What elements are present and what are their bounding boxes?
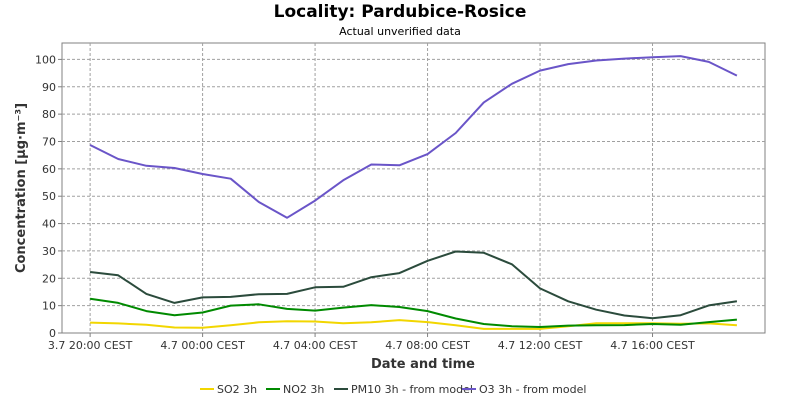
x-tick-label: 4.7 04:00 CEST	[273, 339, 358, 352]
series-lines	[89, 55, 738, 330]
y-tick-label: 10	[42, 300, 56, 313]
x-gridlines	[89, 43, 654, 333]
y-tick-label: 40	[42, 218, 56, 231]
legend-item: PM10 3h - from model	[334, 383, 473, 396]
legend-label: O3 3h - from model	[479, 383, 586, 396]
legend-item: NO2 3h	[266, 383, 324, 396]
series-line-1	[90, 319, 737, 330]
legend-item: O3 3h - from model	[462, 383, 586, 396]
series-line-2	[89, 297, 737, 328]
y-tick-label: 80	[42, 108, 56, 121]
y-tick-label: 20	[42, 272, 56, 285]
y-tick-label: 90	[42, 81, 56, 94]
y-tick-label: 100	[35, 53, 56, 66]
series-line-3	[89, 250, 738, 320]
y-tick-label: 50	[42, 190, 56, 203]
legend-label: NO2 3h	[283, 383, 324, 396]
legend: SO2 3h NO2 3h PM10 3h - from model O3 3h - …	[200, 383, 586, 396]
legend-label: PM10 3h - from model	[351, 383, 473, 396]
x-tick-label: 4.7 08:00 CEST	[385, 339, 470, 352]
x-tick-label: 4.7 00:00 CEST	[160, 339, 245, 352]
y-tick-labels: 0 10 20 30 40 50 60 70 80 90 100	[35, 53, 62, 340]
x-tick-label: 3.7 20:00 CEST	[48, 339, 133, 352]
chart-subtitle: Actual unverified data	[339, 25, 461, 38]
x-tick-labels: 3.7 20:00 CEST 4.7 00:00 CEST 4.7 04:00 CE…	[48, 333, 695, 352]
y-gridlines	[62, 58, 765, 307]
x-axis-label: Date and time	[371, 357, 475, 372]
y-tick-label: 30	[42, 245, 56, 258]
x-tick-label: 4.7 16:00 CEST	[610, 339, 695, 352]
x-tick-label: 4.7 12:00 CEST	[498, 339, 583, 352]
chart-title: Locality: Pardubice-Rosice	[274, 2, 527, 22]
plot-area	[61, 42, 766, 334]
y-tick-label: 0	[49, 327, 56, 340]
legend-item: SO2 3h	[200, 383, 257, 396]
y-axis-label: Concentration [µg·m⁻³]	[14, 103, 29, 273]
y-tick-label: 70	[42, 135, 56, 148]
series-line-4	[89, 55, 738, 219]
legend-label: SO2 3h	[217, 383, 257, 396]
y-tick-label: 60	[42, 163, 56, 176]
